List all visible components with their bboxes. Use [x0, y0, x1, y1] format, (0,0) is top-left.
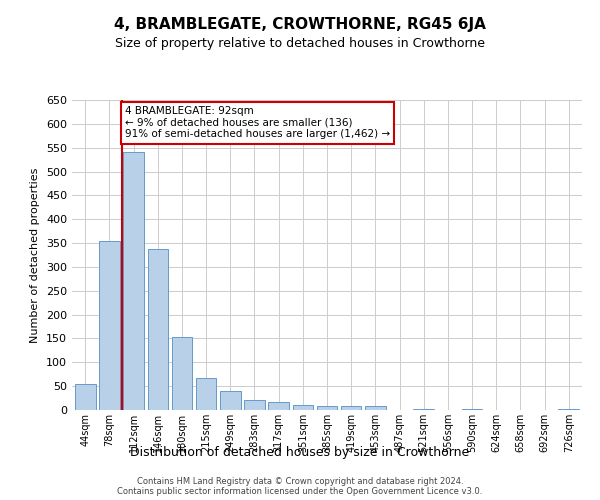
- Bar: [124, 152, 144, 410]
- Text: Contains HM Land Registry data © Crown copyright and database right 2024.: Contains HM Land Registry data © Crown c…: [137, 476, 463, 486]
- Bar: [244, 400, 265, 410]
- Bar: [268, 402, 289, 410]
- Bar: [196, 378, 217, 410]
- Text: Contains public sector information licensed under the Open Government Licence v3: Contains public sector information licen…: [118, 486, 482, 496]
- Bar: [365, 406, 386, 410]
- Bar: [220, 391, 241, 410]
- Y-axis label: Number of detached properties: Number of detached properties: [31, 168, 40, 342]
- Bar: [293, 405, 313, 410]
- Bar: [75, 384, 95, 410]
- Text: Distribution of detached houses by size in Crowthorne: Distribution of detached houses by size …: [130, 446, 470, 459]
- Bar: [413, 408, 434, 410]
- Text: 4, BRAMBLEGATE, CROWTHORNE, RG45 6JA: 4, BRAMBLEGATE, CROWTHORNE, RG45 6JA: [114, 18, 486, 32]
- Text: 4 BRAMBLEGATE: 92sqm
← 9% of detached houses are smaller (136)
91% of semi-detac: 4 BRAMBLEGATE: 92sqm ← 9% of detached ho…: [125, 106, 391, 140]
- Bar: [99, 240, 120, 410]
- Bar: [462, 408, 482, 410]
- Bar: [148, 249, 168, 410]
- Text: Size of property relative to detached houses in Crowthorne: Size of property relative to detached ho…: [115, 38, 485, 51]
- Bar: [317, 406, 337, 410]
- Bar: [559, 408, 579, 410]
- Bar: [172, 337, 192, 410]
- Bar: [341, 406, 361, 410]
